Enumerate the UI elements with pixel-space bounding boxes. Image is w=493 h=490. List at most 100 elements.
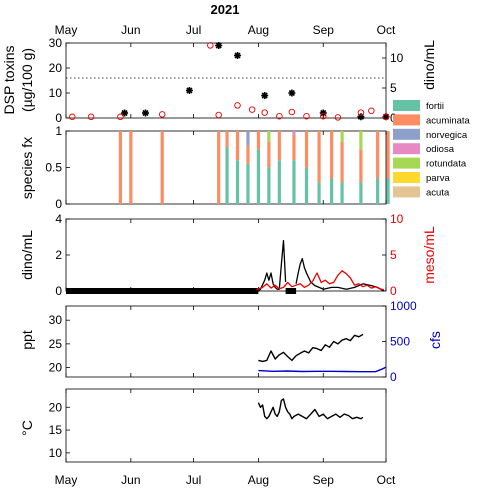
dino-density-point [207,42,214,49]
species-bar-segment [225,147,229,204]
dsp-toxin-point [121,109,129,117]
meso-ylabel-right: meso/mL [421,226,437,284]
y-tick-label: 20 [49,400,63,414]
dsp-ylabel-line2: (µg/100 g) [19,48,35,112]
species-bar-segment [340,131,344,142]
y-tick-label-right: 0 [390,370,397,384]
species-bar-segment [359,182,363,204]
species-bar-segment [330,131,334,179]
species-bar-segment [317,131,321,183]
y-tick-label: 0 [55,197,62,211]
species-bar-segment [359,131,363,150]
dino-density-point [69,113,76,121]
dino-line [257,239,287,292]
y-tick-label: 20 [49,61,63,75]
species-bar-segment [292,131,296,135]
y-tick-label: 2 [55,248,62,262]
species-bar-segment [340,182,344,204]
legend-swatch [393,186,420,198]
flow-line [258,366,387,373]
legend-label: acuta [426,187,450,198]
species-bar-segment [304,131,309,168]
legend-label: fortii [426,101,444,112]
species-bar-segment [277,160,281,204]
dino-density-point [357,109,365,116]
species-bar-segment [217,131,221,204]
species-bar-segment [267,131,271,142]
dino-panel-frame [65,218,387,292]
y-tick-label: 0 [55,284,62,298]
dsp-toxin-point [234,52,242,59]
dsp-toxin-point [261,92,269,99]
month-label-bottom: Oct [377,473,396,487]
species-bar-segment [386,131,390,179]
meso-line [256,270,385,291]
y-tick-label: 25 [49,337,63,351]
y-tick-label-right: 10 [390,51,404,65]
legend-label: odiosa [426,144,455,155]
species-bar-segment [359,149,363,183]
dsp-toxin-point [382,113,390,121]
dsp-toxin-point [288,89,296,97]
legend-label: rotundata [426,159,467,170]
y-tick-label: 0 [55,111,62,125]
dino-line [295,257,385,292]
species-bar-segment [246,163,250,204]
species-bar-segment [292,160,296,204]
month-label-top: Sep [313,23,335,37]
y-tick-label: 10 [49,446,63,460]
species-bar-segment [160,131,164,204]
species-bar-segment [330,178,334,204]
legend-label: parva [426,173,450,184]
legend-swatch [393,100,420,111]
month-label-top: May [55,23,78,37]
month-label-top: Jun [121,23,140,37]
y-tick-label-right: 0 [390,284,397,298]
temperature-panel-frame [65,388,387,463]
legend-swatch [393,172,420,183]
legend-swatch [393,143,420,155]
species-bar-segment [267,167,271,204]
dsp-ylabel-line1: DSP toxins [1,46,17,115]
dino-density-point [248,106,256,113]
legend-label: norvegica [426,130,468,141]
y-tick-label-right: 1000 [390,299,417,313]
dsp-ylabel-right: dino/mL [421,40,437,90]
species-bar-segment [304,167,309,204]
dino-density-point [276,112,283,120]
species-bar-segment [225,131,229,148]
species-ylabel: species fx [19,137,35,199]
salinity-panel-frame [65,305,387,378]
dsp-toxin-point [185,87,193,94]
y-tick-label: 20 [49,361,63,375]
species-bar-segment [376,178,380,204]
species-bar-segment [376,131,380,179]
dino-density-point [382,113,390,121]
legend-label: acuminata [426,115,471,126]
species-bar-segment [277,131,281,161]
y-tick-label: 4 [55,212,62,226]
month-label-top: Oct [377,23,396,37]
figure-title: 2021 [211,2,240,17]
species-bar-segment [267,141,271,168]
dino-ylabel-left: dino/mL [19,230,35,280]
salinity-ylabel: ppt [19,330,35,350]
species-bar-segment [386,178,390,204]
y-tick-label: 30 [49,313,63,327]
y-tick-label: 0.5 [45,161,62,175]
species-bar-segment [246,131,250,146]
dino-density-point [87,113,95,121]
legend-swatch [393,157,420,169]
dino-density-point [215,111,222,119]
species-bar-segment [317,182,321,204]
flow-ylabel-right: cfs [427,331,443,349]
y-tick-label: 10 [49,86,63,100]
temperature-ylabel: °C [19,420,35,436]
dsp-panel-frame [65,42,387,119]
y-tick-label: 1 [55,124,62,138]
dsp-toxin-point [141,109,149,117]
dino-density-point [320,112,327,120]
dino-density-point [158,111,166,118]
species-bar-segment [292,134,296,161]
